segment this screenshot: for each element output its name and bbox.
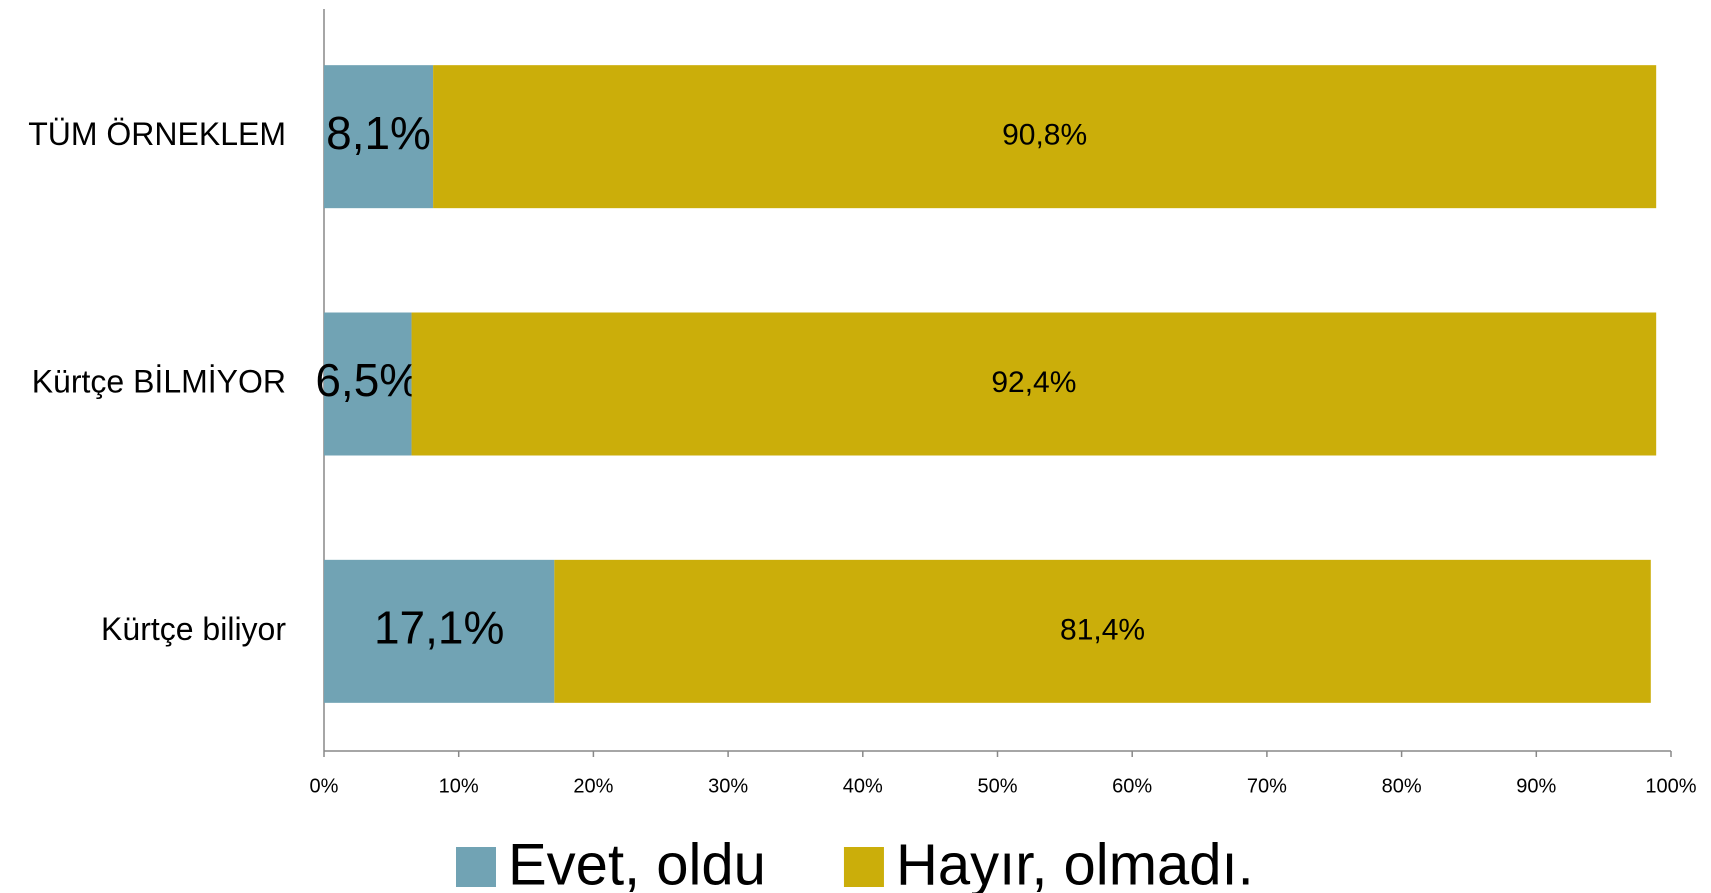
bar-segment — [433, 65, 1657, 209]
data-label: 90,8% — [1002, 119, 1087, 152]
legend-swatch — [843, 847, 884, 887]
x-tick-label: 40% — [843, 775, 883, 797]
y-tick-label: Kürtçe biliyor — [101, 611, 286, 647]
x-tick-label: 30% — [708, 775, 748, 797]
bar-segment — [554, 559, 1651, 703]
bar-segment — [324, 559, 555, 703]
x-tick-label: 10% — [439, 775, 479, 797]
legend-label: Hayır, olmadı. — [896, 832, 1254, 893]
y-tick-label: TÜM ÖRNEKLEM — [28, 116, 286, 152]
bar-segment — [324, 65, 434, 209]
legend-swatch — [456, 847, 496, 887]
data-label: 81,4% — [1060, 613, 1145, 646]
x-tick-label: 60% — [1112, 775, 1152, 797]
x-tick-label: 90% — [1516, 775, 1556, 797]
x-tick-label: 50% — [977, 775, 1017, 797]
legend-label: Evet, oldu — [508, 832, 766, 893]
x-tick-label: 20% — [573, 775, 613, 797]
data-label: 8,1% — [326, 107, 431, 159]
bar-segment — [411, 312, 1657, 456]
data-label: 92,4% — [991, 366, 1076, 399]
x-tick-label: 0% — [310, 775, 339, 797]
data-label: 6,5% — [315, 354, 420, 406]
data-label: 17,1% — [374, 601, 504, 653]
bar-segment — [324, 312, 412, 456]
x-tick-label: 80% — [1382, 775, 1422, 797]
y-tick-label: Kürtçe BİLMİYOR — [32, 363, 286, 399]
x-tick-label: 70% — [1247, 775, 1287, 797]
x-tick-label: 100% — [1645, 775, 1696, 797]
